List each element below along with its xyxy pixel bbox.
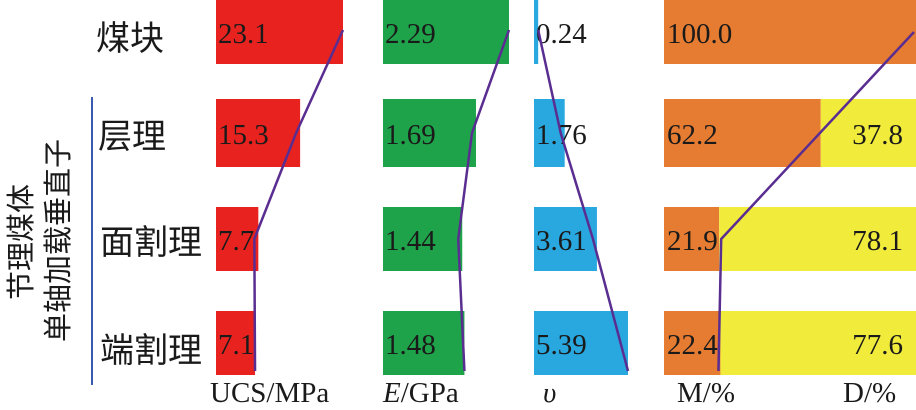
x-label-d: D/% <box>843 377 896 409</box>
bar-ucs-3 <box>216 311 256 375</box>
group-label-line-2: 单轴加载垂直子 <box>42 139 75 342</box>
bar-ucs-0 <box>216 0 343 64</box>
bar-d-2 <box>719 207 916 271</box>
bar-ucs-2 <box>216 207 259 271</box>
row-label-1: 层理 <box>98 119 166 156</box>
bar-m-1 <box>664 99 821 167</box>
value-label-m-0: 100.0 <box>667 18 732 50</box>
value-label-d-2: 78.1 <box>852 225 903 257</box>
value-label-ucs-0: 23.1 <box>218 18 269 50</box>
value-label-ucs-2: 7.7 <box>218 225 254 257</box>
row-label-2: 面割理 <box>100 224 202 262</box>
trend-line-ucs <box>253 29 345 372</box>
value-label-e-2: 1.44 <box>385 225 436 257</box>
x-label-ucs: UCS/MPa <box>210 377 329 409</box>
value-label-v-2: 3.61 <box>536 225 587 257</box>
value-label-d-1: 37.8 <box>852 119 903 151</box>
group-label-line-1: 节理煤体 <box>5 184 38 300</box>
x-label-e: E/GPa <box>382 377 459 409</box>
value-label-v-0: 0.24 <box>536 18 587 50</box>
bar-m-0 <box>664 0 916 64</box>
bar-e-2 <box>383 207 463 271</box>
value-label-m-3: 22.4 <box>667 329 718 361</box>
value-label-ucs-1: 15.3 <box>218 119 269 151</box>
row-label-3: 端割理 <box>100 332 202 370</box>
value-label-v-3: 5.39 <box>536 329 587 361</box>
bar-m-3 <box>664 311 721 375</box>
row-label-0: 煤块 <box>96 21 164 58</box>
bar-panels: 23.115.37.77.12.291.691.441.480.241.763.… <box>216 0 916 375</box>
x-label-v: υ <box>543 377 556 409</box>
value-label-m-2: 21.9 <box>667 225 718 257</box>
trend-line-m <box>717 31 915 372</box>
trend-line-v <box>536 29 630 372</box>
value-label-e-1: 1.69 <box>385 119 436 151</box>
x-label-m: M/% <box>677 377 735 409</box>
x-label-e-unit: /GPa <box>401 377 459 409</box>
value-label-ucs-3: 7.1 <box>218 329 254 361</box>
bar-m-2 <box>664 207 720 271</box>
value-label-d-3: 77.6 <box>852 329 903 361</box>
value-label-e-0: 2.29 <box>385 18 436 50</box>
bar-v-0 <box>534 0 539 64</box>
value-label-e-3: 1.48 <box>385 329 436 361</box>
bar-e-1 <box>383 99 476 167</box>
bar-d-3 <box>720 311 916 375</box>
trend-line-e <box>456 29 511 372</box>
value-label-m-1: 62.2 <box>667 119 718 151</box>
bar-v-3 <box>534 311 628 375</box>
bar-e-3 <box>383 311 465 375</box>
bar-e-0 <box>383 0 509 64</box>
bar-d-1 <box>820 99 916 167</box>
x-label-e-italic: E <box>382 377 401 409</box>
